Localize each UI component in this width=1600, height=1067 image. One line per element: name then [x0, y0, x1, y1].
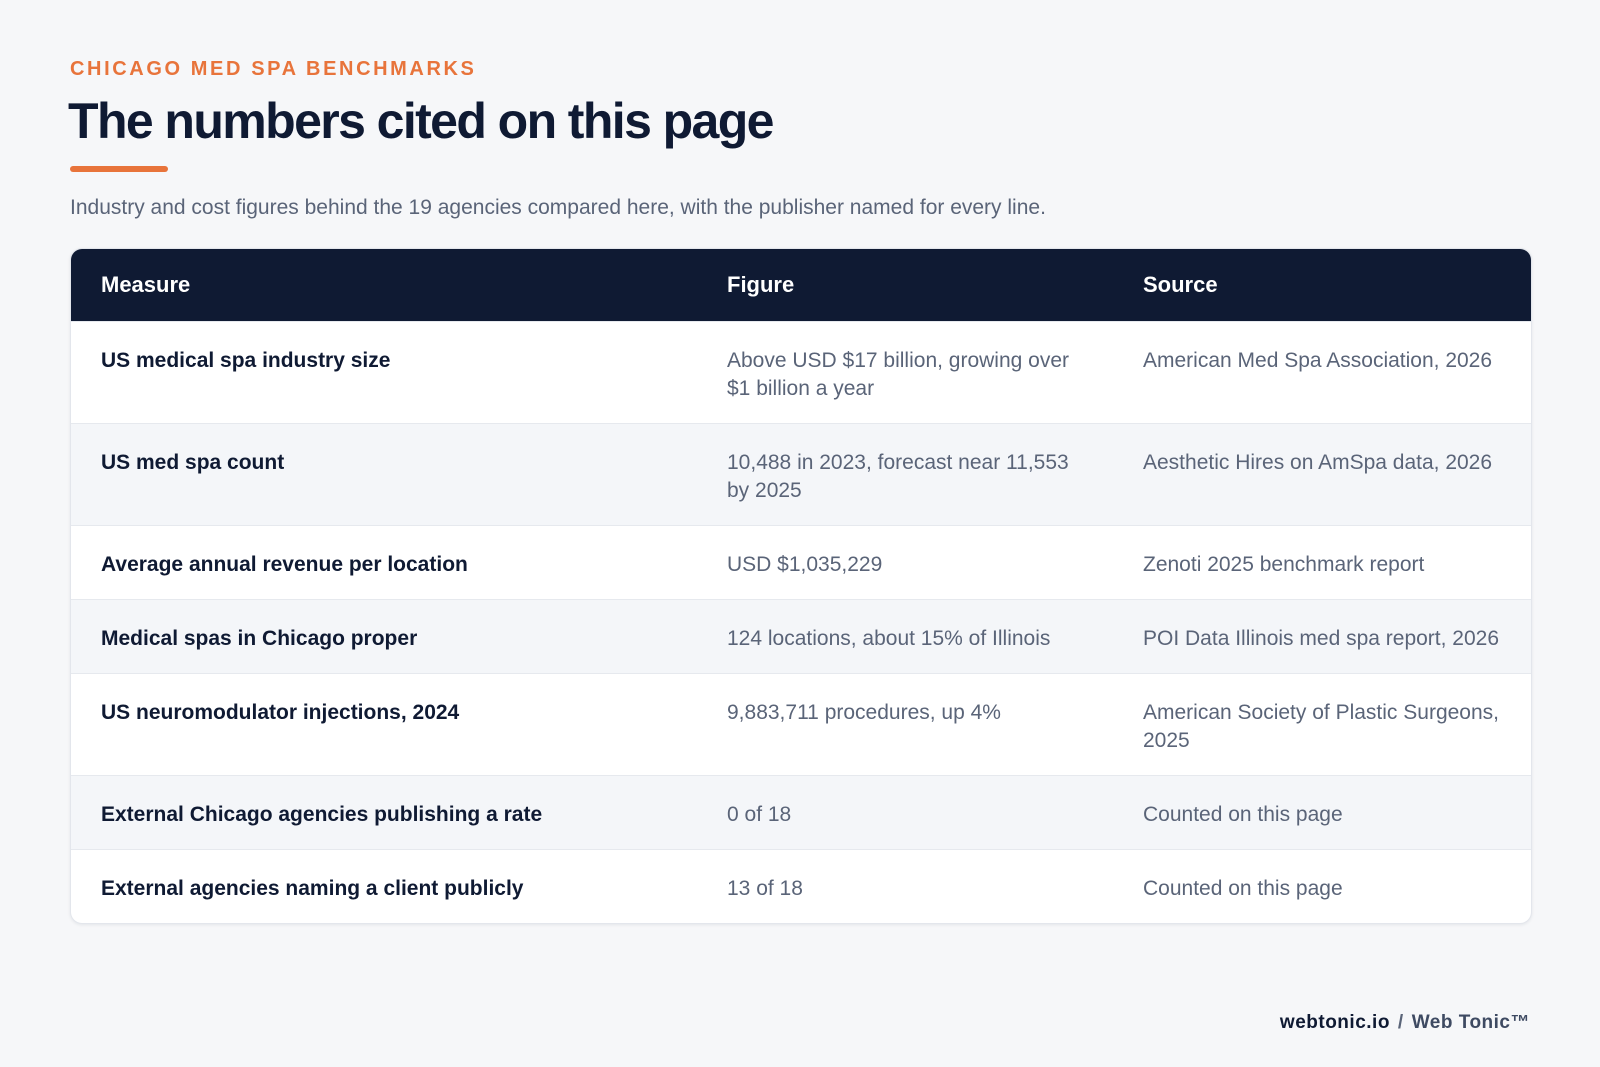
table-row: External agencies naming a client public… [71, 849, 1531, 923]
source-cell: Zenoti 2025 benchmark report [1113, 525, 1531, 600]
figure-cell: 124 locations, about 15% of Illinois [697, 599, 1113, 674]
table-row: US neuromodulator injections, 2024 9,883,… [71, 673, 1531, 776]
source-cell: American Society of Plastic Surgeons, 20… [1113, 673, 1531, 776]
table-body: US medical spa industry size Above USD $1… [71, 321, 1531, 923]
eyebrow: CHICAGO MED SPA BENCHMARKS [70, 58, 477, 80]
source-cell: American Med Spa Association, 2026 [1113, 321, 1531, 424]
table-row: Medical spas in Chicago proper 124 locati… [71, 599, 1531, 674]
table-row: External Chicago agencies publishing a r… [71, 775, 1531, 850]
measure-cell: External Chicago agencies publishing a r… [71, 775, 697, 850]
header-row: Measure Figure Source [71, 249, 1531, 322]
figure-cell: Above USD $17 billion, growing over $1 b… [697, 321, 1113, 424]
figure-cell: 10,488 in 2023, forecast near 11,553 by … [697, 423, 1113, 526]
figure-cell: USD $1,035,229 [697, 525, 1113, 600]
measure-cell: US med spa count [71, 423, 697, 526]
measure-cell: US medical spa industry size [71, 321, 697, 424]
source-cell: Aesthetic Hires on AmSpa data, 2026 [1113, 423, 1531, 526]
page-title: The numbers cited on this page [68, 93, 774, 149]
column-header: Figure [697, 249, 1113, 322]
figure-cell: 9,883,711 procedures, up 4% [697, 673, 1113, 776]
table-row: US medical spa industry size Above USD $1… [71, 321, 1531, 424]
benchmark-table: Measure Figure Source US medical spa indus… [71, 249, 1531, 923]
measure-cell: External agencies naming a client public… [71, 849, 697, 923]
measure-cell: Average annual revenue per location [71, 525, 697, 600]
column-header: Source [1113, 249, 1531, 322]
measure-cell: US neuromodulator injections, 2024 [71, 673, 697, 776]
source-cell: Counted on this page [1113, 775, 1531, 850]
footer-brand: Web Tonic™ [1411, 1012, 1530, 1033]
table-row: Average annual revenue per location USD $… [71, 525, 1531, 600]
footer-domain: webtonic.io [1279, 1012, 1390, 1033]
column-header: Measure [71, 249, 697, 322]
source-cell: Counted on this page [1113, 849, 1531, 923]
figure-cell: 0 of 18 [697, 775, 1113, 850]
subtitle: Industry and cost figures behind the 19 … [70, 196, 1046, 219]
footer: webtonic.io / Web Tonic™ [1280, 1012, 1530, 1034]
table-card: Measure Figure Source US medical spa indus… [70, 248, 1532, 924]
footer-separator: / [1397, 1012, 1404, 1033]
accent-rule [70, 166, 168, 172]
figure-cell: 13 of 18 [697, 849, 1113, 923]
measure-cell: Medical spas in Chicago proper [71, 599, 697, 674]
table-row: US med spa count 10,488 in 2023, forecast… [71, 423, 1531, 526]
source-cell: POI Data Illinois med spa report, 2026 [1113, 599, 1531, 674]
